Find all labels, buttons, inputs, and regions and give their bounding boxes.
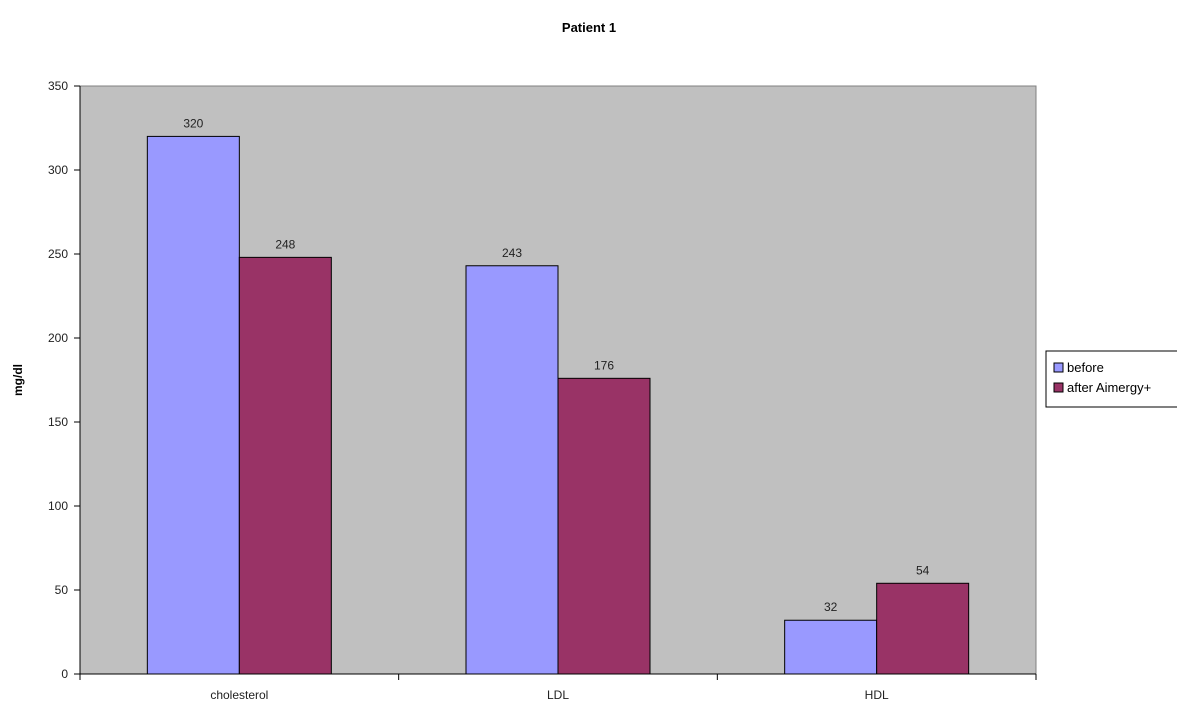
bar-after-aimergy--cholesterol	[238, 256, 332, 675]
data-label: 320	[183, 116, 203, 130]
bar-before-ldl	[465, 265, 559, 675]
data-label: 248	[275, 237, 295, 251]
y-axis-label: mg/dl	[11, 364, 25, 396]
bars-group: 320 243 32 248 176 54	[146, 116, 970, 675]
y-tick-label: 250	[48, 247, 68, 261]
y-tick-label: 100	[48, 499, 68, 513]
y-tick-label: 50	[55, 583, 69, 597]
bar-before-hdl	[784, 619, 878, 675]
bar-after-aimergy--hdl	[876, 582, 970, 675]
axes-group: 0 50 100 150 200 250 300 350 cholesterol LDL HDL	[48, 79, 1037, 702]
bar-after-aimergy--ldl	[557, 377, 651, 675]
data-label: 243	[502, 246, 522, 260]
legend-entry: after Aimergy+	[1067, 380, 1151, 395]
y-tick-label: 200	[48, 331, 68, 345]
bar-before-cholesterol	[146, 135, 240, 675]
y-tick-label: 350	[48, 79, 68, 93]
legend-swatch	[1053, 382, 1064, 393]
legend-swatch	[1053, 362, 1064, 373]
data-label: 32	[824, 600, 838, 614]
data-label: 176	[594, 358, 614, 372]
x-tick-label: cholesterol	[210, 688, 268, 702]
data-label: 54	[916, 563, 930, 577]
legend-box	[1045, 350, 1177, 408]
legend-entry: before	[1067, 360, 1104, 375]
chart-title: Patient 1	[562, 20, 616, 35]
x-tick-label: LDL	[547, 688, 569, 702]
x-tick-label: HDL	[865, 688, 889, 702]
y-tick-label: 0	[61, 667, 68, 681]
y-tick-label: 300	[48, 163, 68, 177]
legend: before after Aimergy+	[1045, 350, 1177, 408]
y-tick-label: 150	[48, 415, 68, 429]
